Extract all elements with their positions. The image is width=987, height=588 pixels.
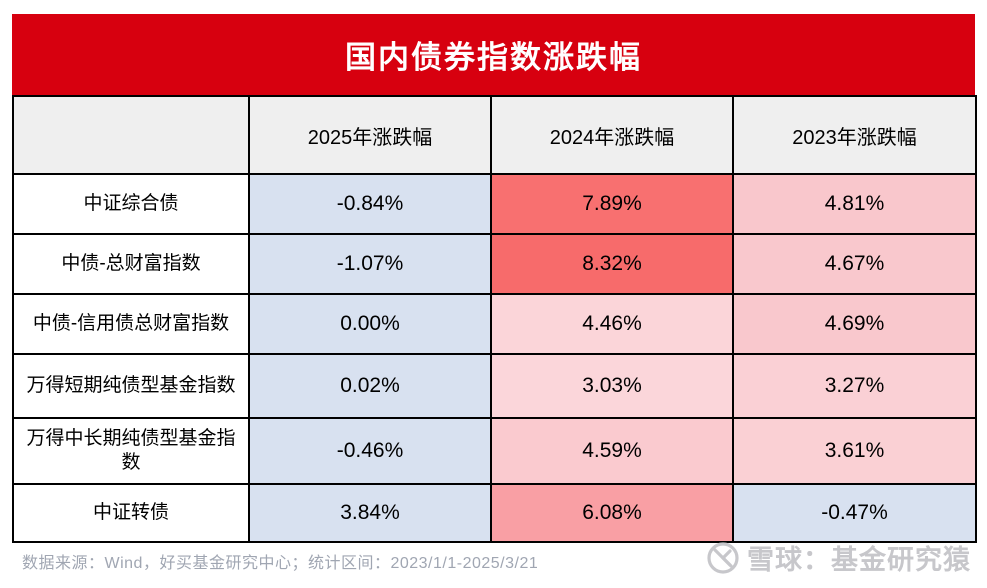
cell-value: -0.46%	[248, 417, 492, 485]
cell-value: 3.84%	[248, 483, 492, 543]
cell-value: 4.59%	[490, 417, 734, 485]
row-label: 中证综合债	[12, 173, 250, 235]
cell-value: 7.89%	[490, 173, 734, 235]
page-title: 国内债券指数涨跌幅	[345, 40, 642, 75]
header-cell-2023: 2023年涨跌幅	[732, 95, 977, 175]
row-label: 中债-总财富指数	[12, 233, 250, 295]
cell-value: 3.61%	[732, 417, 977, 485]
header-cell-2024: 2024年涨跌幅	[490, 95, 734, 175]
source-note: 数据来源：Wind，好买基金研究中心；统计区间：2023/1/1-2025/3/…	[22, 555, 539, 572]
cell-value: 0.02%	[248, 353, 492, 419]
header-cell-index-name	[12, 95, 250, 175]
cell-value: -1.07%	[248, 233, 492, 295]
cell-value: 3.27%	[732, 353, 977, 419]
table-row: 中债-信用债总财富指数 0.00% 4.46% 4.69%	[12, 293, 977, 355]
watermark: 雪球：基金研究猿	[706, 538, 971, 577]
cell-value: 4.67%	[732, 233, 977, 295]
table-row: 中债-总财富指数 -1.07% 8.32% 4.67%	[12, 233, 977, 295]
table-row: 万得短期纯债型基金指数 0.02% 3.03% 3.27%	[12, 353, 977, 419]
cell-value: -0.47%	[732, 483, 977, 543]
header-cell-2025: 2025年涨跌幅	[248, 95, 492, 175]
cell-value: 3.03%	[490, 353, 734, 419]
cell-value: 0.00%	[248, 293, 492, 355]
row-label: 万得中长期纯债型基金指数	[12, 417, 250, 485]
xueqiu-logo-icon	[707, 541, 739, 574]
table-row: 万得中长期纯债型基金指数 -0.46% 4.59% 3.61%	[12, 417, 977, 485]
row-label: 中债-信用债总财富指数	[12, 293, 250, 355]
cell-value: 4.81%	[732, 173, 977, 235]
cell-value: 6.08%	[490, 483, 734, 543]
table-header-row: 2025年涨跌幅 2024年涨跌幅 2023年涨跌幅	[12, 95, 977, 175]
title-banner: 国内债券指数涨跌幅	[12, 14, 975, 95]
table-row: 中证综合债 -0.84% 7.89% 4.81%	[12, 173, 977, 235]
row-label: 万得短期纯债型基金指数	[12, 353, 250, 419]
performance-table: 2025年涨跌幅 2024年涨跌幅 2023年涨跌幅 中证综合债 -0.84% …	[12, 95, 977, 543]
cell-value: -0.84%	[248, 173, 492, 235]
table-row: 中证转债 3.84% 6.08% -0.47%	[12, 483, 977, 543]
cell-value: 8.32%	[490, 233, 734, 295]
row-label: 中证转债	[12, 483, 250, 543]
cell-value: 4.46%	[490, 293, 734, 355]
watermark-text: 雪球：基金研究猿	[747, 545, 971, 575]
cell-value: 4.69%	[732, 293, 977, 355]
